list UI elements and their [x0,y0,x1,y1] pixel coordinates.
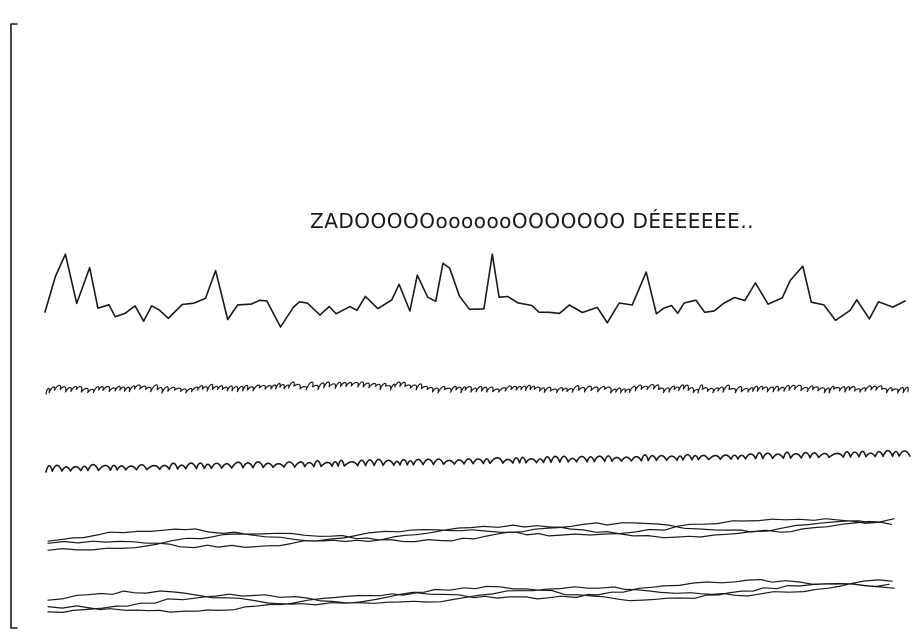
caption-text: ZADOOOOOooooooOOOOOOO DÉEEEEEE.. [310,209,754,233]
row-mmm-scribble [45,449,911,473]
strand [47,579,893,613]
row-jagged-peaks [44,253,906,328]
strand [47,583,895,606]
strand [47,518,893,549]
strand [47,520,882,543]
left-bracket [10,23,18,629]
row-wavy-strands-upper [47,518,895,551]
strand [47,579,890,613]
row-wavy-strands-lower [47,579,895,613]
row-tiny-loops [45,381,909,395]
